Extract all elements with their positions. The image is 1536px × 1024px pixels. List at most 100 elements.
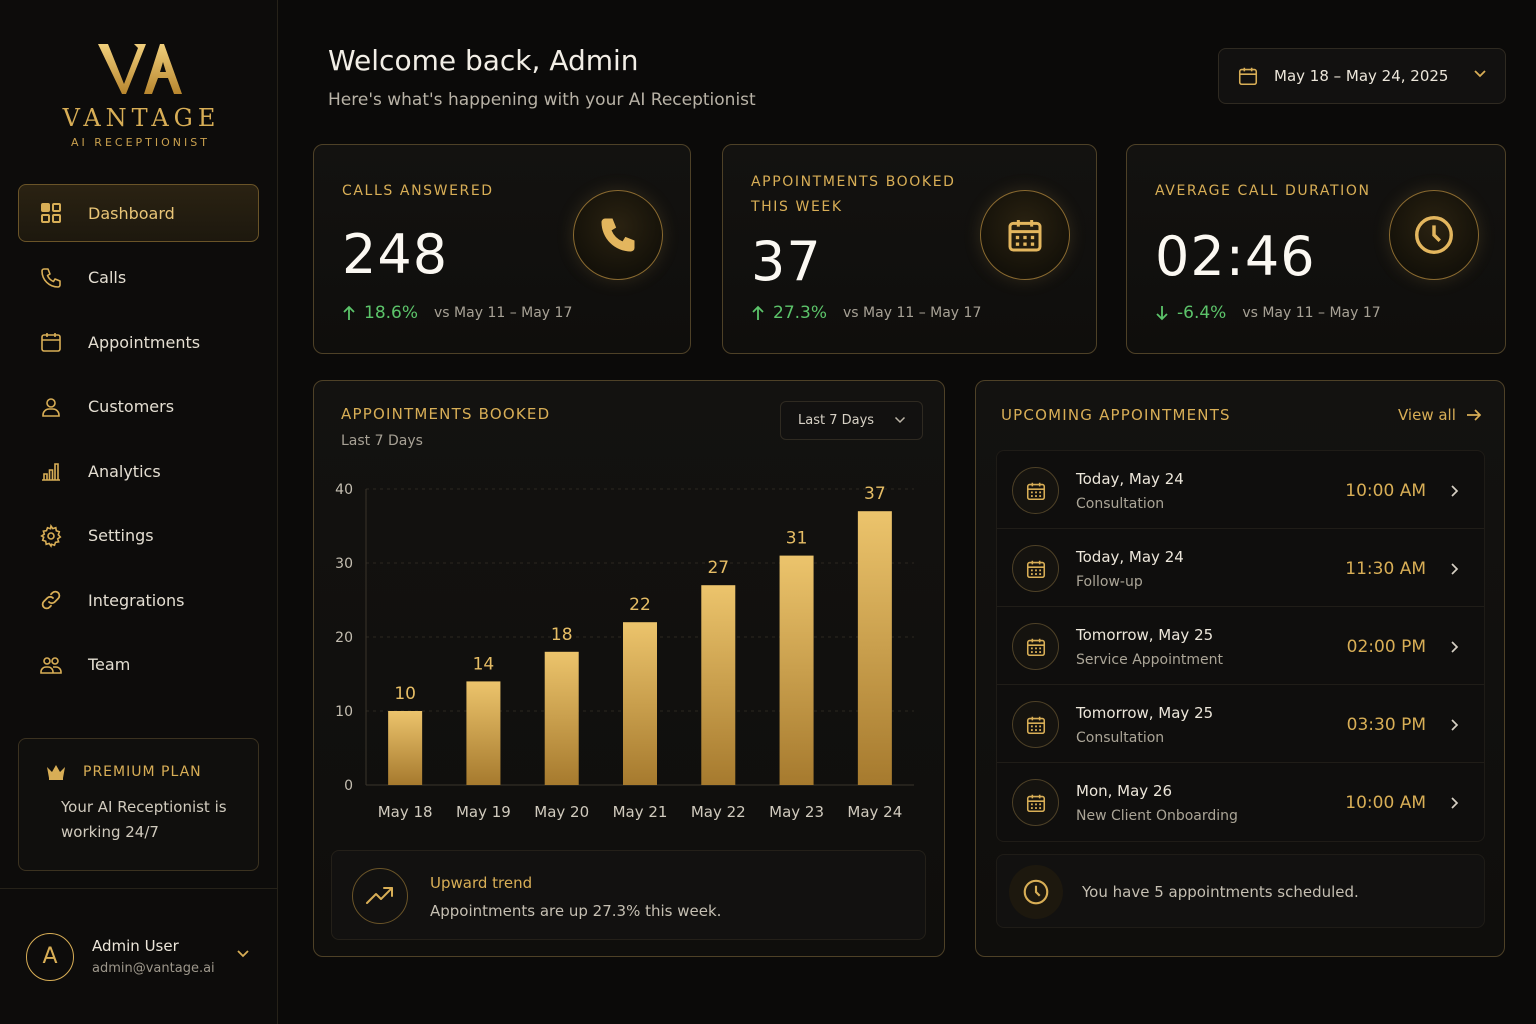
calendar-icon (1026, 482, 1045, 500)
trend-text: Appointments are up 27.3% this week. (430, 902, 722, 920)
sidebar-item-integrations[interactable]: Integrations (18, 571, 259, 629)
chart-range-select[interactable]: Last 7 Days (780, 401, 923, 440)
y-tick-label: 40 (335, 482, 353, 498)
data-label: 27 (707, 558, 729, 578)
x-tick-label: May 18 (378, 803, 433, 821)
chevron-down-icon (1474, 70, 1486, 78)
kpi-value: 02:46 (1155, 225, 1316, 288)
chart-title: APPOINTMENTS BOOKED (341, 405, 551, 423)
sidebar-item-label: Analytics (88, 461, 161, 481)
avatar: A (26, 932, 74, 981)
date-range-picker[interactable]: May 18 – May 24, 2025 (1218, 48, 1506, 104)
data-label: 18 (551, 625, 573, 645)
bar[interactable] (623, 622, 657, 785)
chevron-down-icon[interactable] (236, 949, 250, 959)
kpi-card-calls-answered: CALLS ANSWERED 248 18.6% vs May 11 – May… (313, 144, 691, 354)
premium-plan-text: Your AI Receptionist is working 24/7 (61, 798, 227, 841)
sidebar-item-label: Dashboard (88, 203, 175, 223)
appointment-type: Follow-up (1076, 574, 1143, 590)
kpi-value: 37 (751, 230, 822, 293)
appointment-time: 02:00 PM (1346, 637, 1426, 657)
appointment-time: 10:00 AM (1345, 481, 1426, 501)
appointment-row[interactable]: Tomorrow, May 25 Consultation 03:30 PM (997, 685, 1484, 763)
user-email: admin@vantage.ai (92, 961, 215, 976)
sidebar-item-team[interactable]: Team (18, 636, 259, 694)
chart-subtitle: Last 7 Days (341, 433, 423, 449)
kpi-label: APPOINTMENTS BOOKED THIS WEEK (751, 174, 956, 215)
x-tick-label: May 22 (691, 803, 746, 821)
sidebar-item-label: Team (88, 655, 131, 674)
calendar-icon (41, 333, 61, 352)
appointment-time: 11:30 AM (1345, 559, 1426, 579)
bar[interactable] (388, 711, 423, 785)
appointments-summary: You have 5 appointments scheduled. (996, 854, 1485, 928)
appointment-date: Today, May 24 (1076, 548, 1184, 566)
kpi-card-appointments-booked: APPOINTMENTS BOOKED THIS WEEK 37 27.3% v… (722, 144, 1097, 354)
calendar-icon (1238, 67, 1258, 86)
sidebar-item-calls[interactable]: Calls (18, 249, 259, 307)
kpi-change: -6.4% vs May 11 – May 17 (1155, 303, 1381, 323)
appointment-time: 10:00 AM (1345, 793, 1426, 813)
sidebar-item-label: Appointments (88, 332, 201, 352)
arrow-up-icon (343, 305, 355, 320)
sidebar-item-label: Calls (88, 268, 127, 287)
logo[interactable]: VANTAGE AI RECEPTIONIST (0, 38, 278, 149)
calendar-icon (1026, 716, 1045, 734)
kpi-icon-badge (573, 190, 663, 280)
link-icon (41, 590, 61, 610)
upcoming-appointments-card: UPCOMING APPOINTMENTS View all Today, Ma… (975, 380, 1505, 957)
bar[interactable] (701, 585, 736, 785)
kpi-card-average-call-duration: AVERAGE CALL DURATION 02:46 -6.4% vs May… (1126, 144, 1506, 354)
user-menu[interactable]: A Admin User admin@vantage.ai (0, 888, 278, 1024)
trend-title: Upward trend (430, 874, 533, 892)
appointment-row[interactable]: Tomorrow, May 25 Service Appointment 02:00… (997, 607, 1484, 685)
view-all-label: View all (1398, 406, 1456, 424)
appointments-bar-chart: 0 10 20 30 40 10 May 18 14 May 19 18 May 20 22 May … (335, 482, 914, 821)
chevron-right-icon (1451, 719, 1459, 731)
data-label: 14 (473, 654, 495, 674)
appointment-row[interactable]: Mon, May 26 New Client Onboarding 10:00 AM (997, 763, 1484, 841)
page-subtitle: Here's what's happening with your AI Rec… (328, 90, 756, 110)
kpi-icon-badge (980, 190, 1070, 280)
chevron-right-icon (1451, 641, 1459, 653)
kpi-icon-badge (1389, 190, 1479, 280)
sidebar-item-analytics[interactable]: Analytics (18, 442, 259, 500)
y-tick-label: 20 (335, 630, 353, 646)
summary-text: You have 5 appointments scheduled. (1082, 883, 1359, 901)
kpi-change: 27.3% vs May 11 – May 17 (751, 303, 981, 323)
sidebar-item-appointments[interactable]: Appointments (18, 313, 259, 371)
appointment-icon-badge (1012, 545, 1059, 592)
view-all-link[interactable]: View all (1398, 406, 1482, 424)
bar[interactable] (544, 651, 579, 785)
bar-chart-icon (42, 463, 60, 481)
arrow-up-icon (752, 305, 764, 320)
appointment-date: Tomorrow, May 25 (1076, 626, 1214, 644)
sidebar-item-settings[interactable]: Settings (18, 507, 259, 565)
kpi-label: CALLS ANSWERED (342, 183, 494, 199)
chevron-down-icon (894, 416, 906, 424)
sidebar-item-customers[interactable]: Customers (18, 378, 259, 436)
premium-plan-title: PREMIUM PLAN (83, 764, 202, 780)
sidebar-item-dashboard[interactable]: Dashboard (18, 184, 259, 242)
bar[interactable] (779, 555, 814, 785)
chart-range-label: Last 7 Days (798, 413, 875, 428)
x-tick-label: May 23 (769, 803, 824, 821)
page-title: Welcome back, Admin (328, 44, 639, 77)
gear-icon (40, 523, 62, 548)
appointments-chart-card: APPOINTMENTS BOOKED Last 7 Days Last 7 D… (313, 380, 945, 957)
appointment-row[interactable]: Today, May 24 Follow-up 11:30 AM (997, 529, 1484, 607)
kpi-label: AVERAGE CALL DURATION (1155, 183, 1371, 199)
bar[interactable] (857, 511, 892, 785)
appointment-icon-badge (1012, 623, 1059, 670)
arrow-down-icon (1156, 306, 1168, 321)
appointment-type: Consultation (1076, 730, 1165, 746)
y-tick-label: 10 (335, 704, 353, 720)
appointment-row[interactable]: Today, May 24 Consultation 10:00 AM (997, 451, 1484, 529)
sidebar: VANTAGE AI RECEPTIONIST Dashboard Calls … (0, 0, 278, 1024)
phone-icon (601, 218, 635, 252)
y-tick-label: 0 (344, 778, 353, 794)
calendar-icon (1026, 794, 1045, 812)
appointment-type: Service Appointment (1076, 652, 1223, 668)
trend-icon-badge (352, 868, 408, 924)
bar[interactable] (466, 681, 501, 785)
